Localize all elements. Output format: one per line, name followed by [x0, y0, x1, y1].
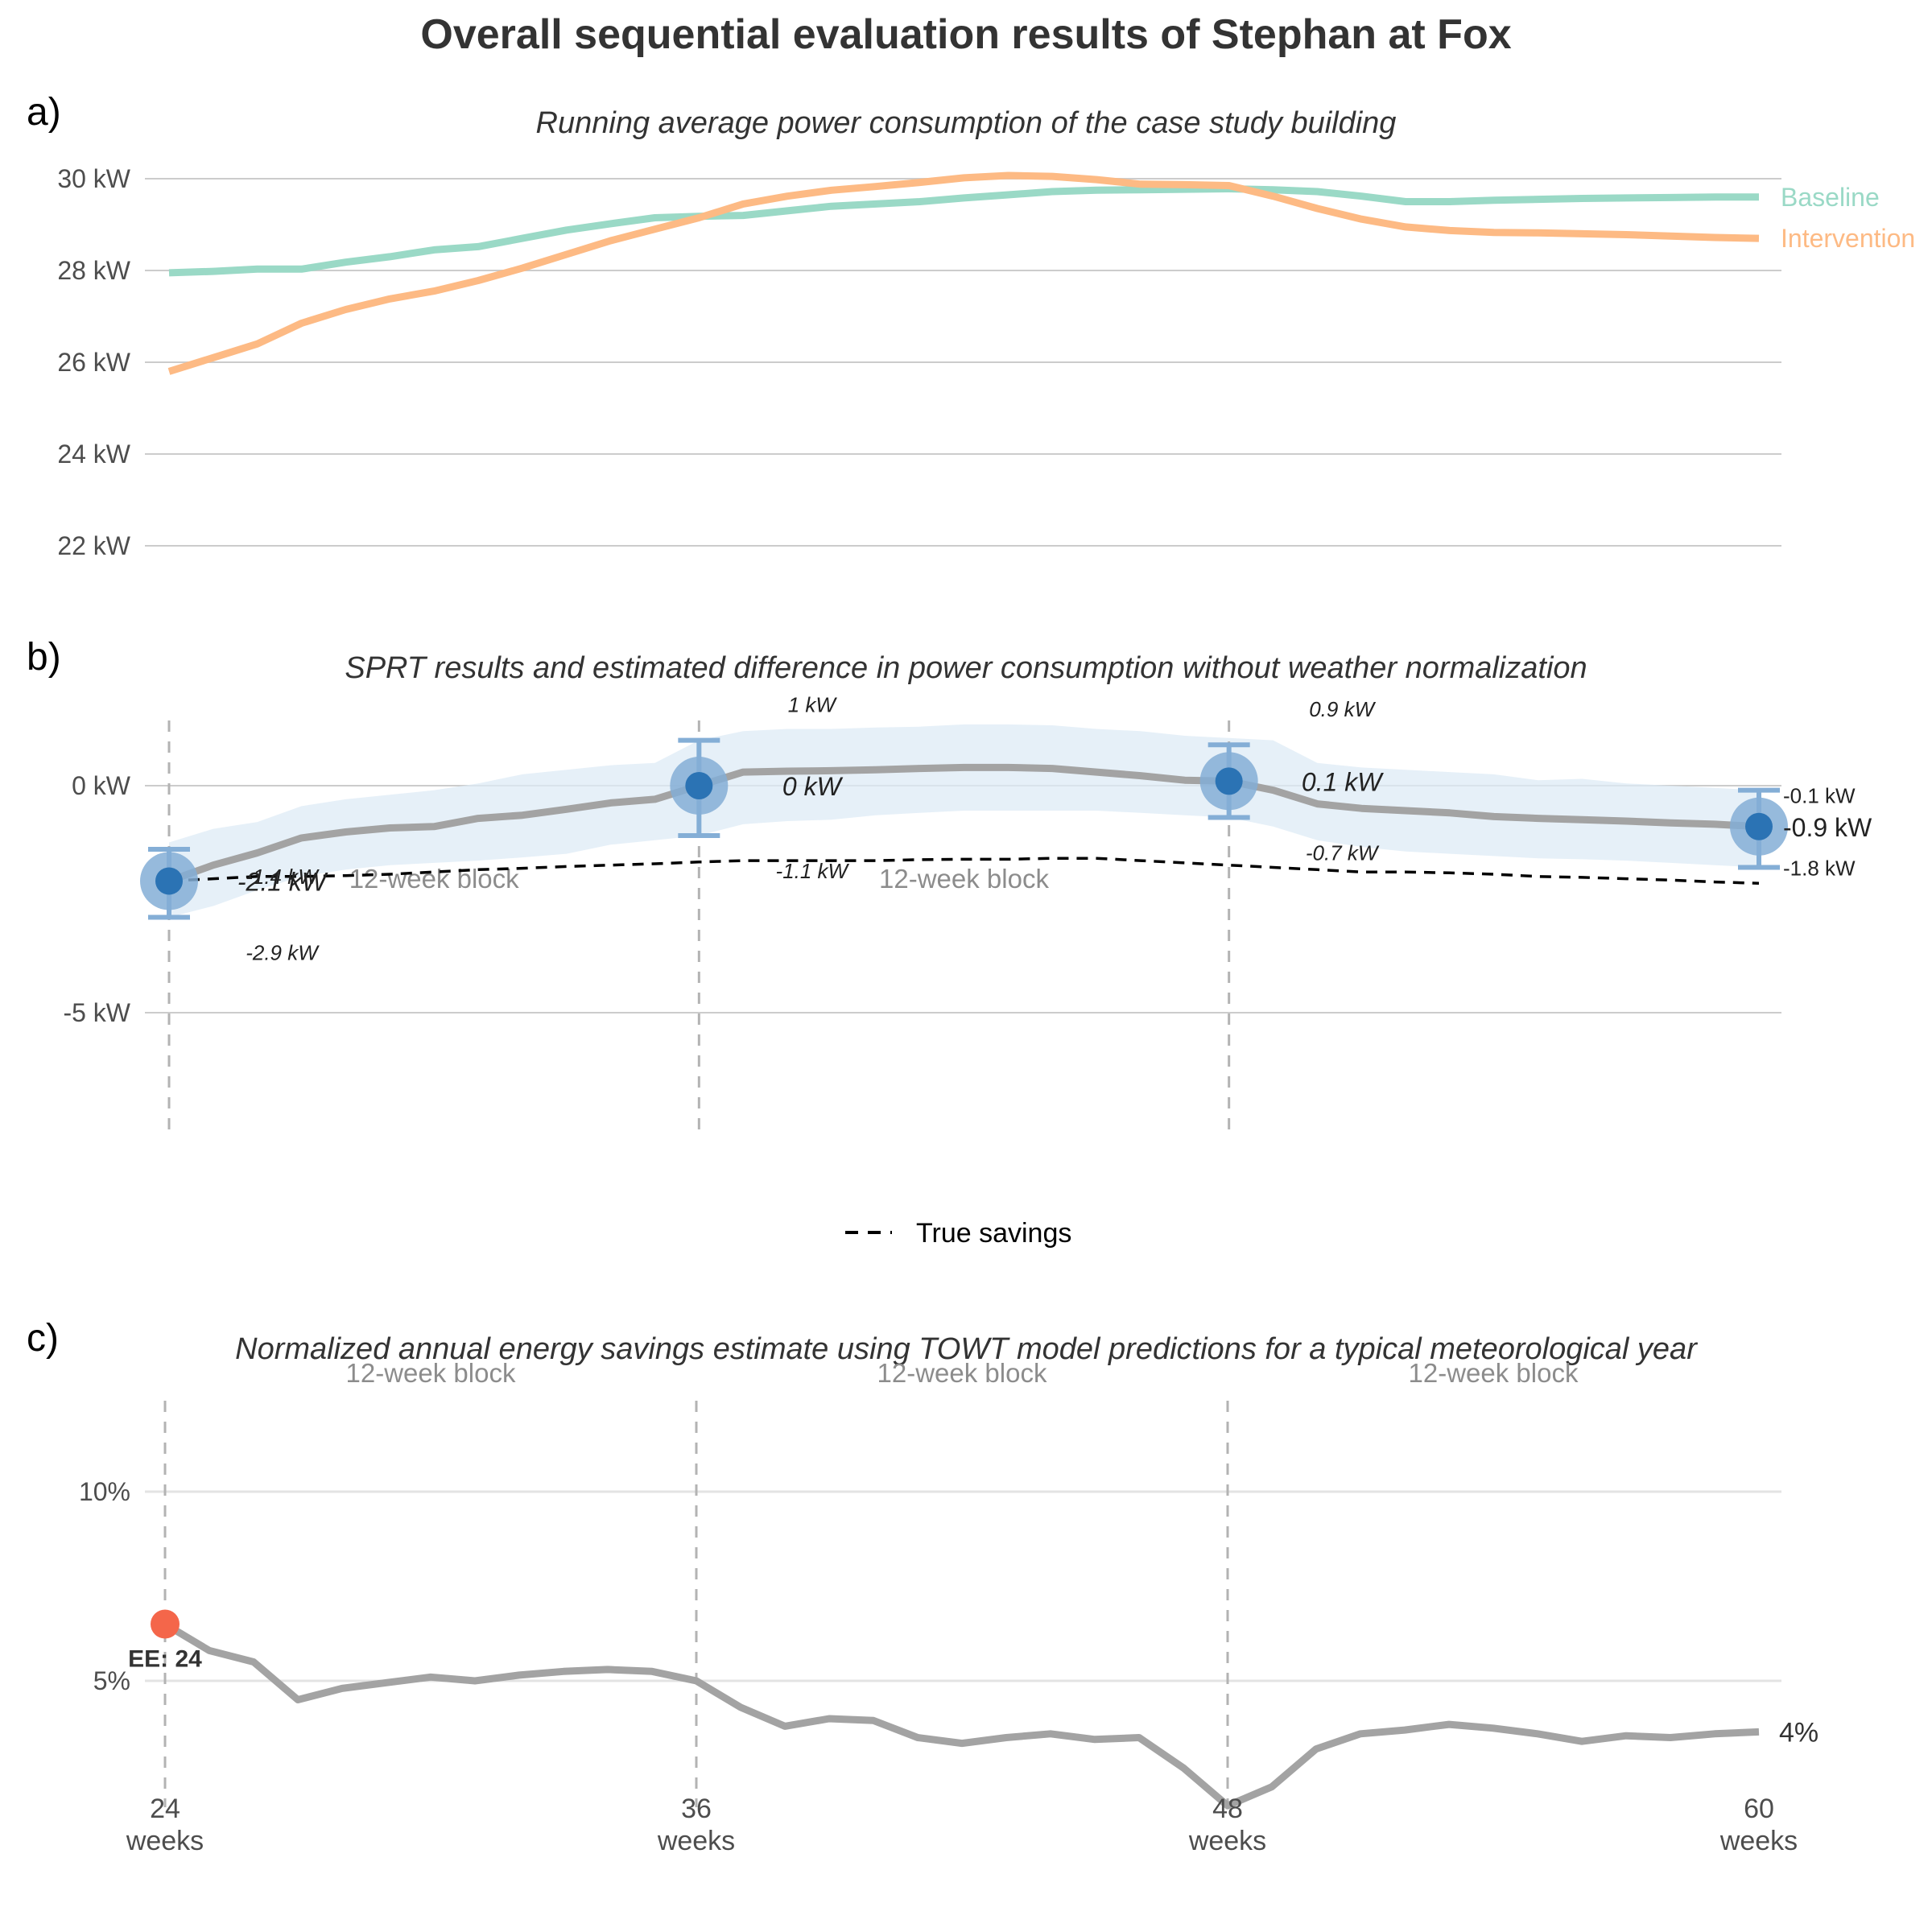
block-label: 12-week block — [346, 1358, 516, 1388]
panel-c-subtitle: Normalized annual energy savings estimat… — [235, 1332, 1698, 1366]
estimate-label: 0.1 kW — [1302, 767, 1384, 796]
ee-point — [151, 1609, 180, 1639]
block-label: 12-week block — [349, 864, 519, 894]
panel-a-tag: a) — [27, 91, 61, 134]
x-tick-unit-label: weeks — [126, 1826, 204, 1856]
y-tick-label: 5% — [93, 1666, 130, 1695]
true-savings-line — [168, 857, 1760, 886]
confidence-band — [169, 724, 1759, 918]
y-tick-label: 22 kW — [57, 531, 130, 560]
x-tick-label: 36 — [681, 1794, 712, 1824]
estimate-point — [1215, 767, 1243, 795]
y-tick-label: -5 kW — [63, 998, 130, 1027]
estimate-point — [685, 772, 713, 799]
lower-bound-label: -1.1 kW — [776, 859, 850, 883]
estimate-label: -2.1 kW — [237, 867, 328, 896]
y-tick-label: 26 kW — [57, 348, 130, 377]
panel-c-plot: 5% 10% 12-week block 12-week block 12-week b… — [79, 1358, 1818, 1856]
x-tick-label: 24 — [150, 1794, 180, 1824]
estimate-line — [167, 763, 1760, 885]
panel-c-tag: c) — [27, 1317, 59, 1360]
intervention-series-label: Intervention — [1781, 224, 1915, 253]
x-tick-label: 48 — [1212, 1794, 1243, 1824]
y-tick-label: 28 kW — [57, 256, 130, 285]
estimate-label: 0 kW — [782, 772, 844, 801]
x-tick-unit-label: weeks — [657, 1826, 735, 1856]
baseline-line — [168, 185, 1759, 277]
upper-bound-label: -1.4 kW — [246, 865, 320, 889]
estimate-point — [1745, 812, 1773, 840]
lower-bound-label: -1.8 kW — [1783, 857, 1856, 881]
y-tick-label: 0 kW — [72, 771, 131, 800]
baseline-series-label: Baseline — [1781, 183, 1880, 212]
panel-b-tag: b) — [27, 636, 61, 679]
y-tick-label: 30 kW — [57, 164, 130, 193]
estimate-point — [155, 867, 183, 895]
y-tick-label: 10% — [79, 1477, 130, 1506]
end-value-label: 4% — [1779, 1717, 1818, 1748]
panel-b-plot: -5 kW 0 kW 12-week block 12-week block -1.4 … — [63, 693, 1872, 1139]
x-tick-unit-label: weeks — [1188, 1826, 1266, 1856]
upper-bound-label: 0.9 kW — [1309, 697, 1376, 721]
legend: True savings — [845, 1218, 1071, 1249]
y-tick-label: 24 kW — [57, 440, 130, 469]
x-tick-unit-label: weeks — [1719, 1826, 1798, 1856]
block-label: 12-week block — [877, 1358, 1047, 1388]
legend-true-savings-label: True savings — [916, 1218, 1071, 1249]
upper-bound-label: 1 kW — [788, 693, 838, 717]
upper-bound-label: -0.1 kW — [1783, 784, 1856, 808]
panel-a-subtitle: Running average power consumption of the… — [536, 106, 1397, 140]
estimate-label: -0.9 kW — [1783, 813, 1872, 842]
block-label: 12-week block — [1409, 1358, 1579, 1388]
x-tick-label: 60 — [1744, 1794, 1774, 1824]
panel-a-plot: 22 kW 24 kW 26 kW 28 kW 30 kW Baseline Interve… — [57, 164, 1915, 560]
intervention-line — [167, 171, 1760, 375]
lower-bound-label: -0.7 kW — [1306, 840, 1380, 865]
chart-title: Overall sequential evaluation results of… — [420, 11, 1511, 58]
block-label: 12-week block — [879, 864, 1049, 894]
savings-line — [163, 1620, 1760, 1810]
lower-bound-label: -2.9 kW — [246, 941, 320, 965]
ee-label: EE: 24 — [128, 1646, 202, 1673]
panel-b-subtitle: SPRT results and estimated difference in… — [345, 651, 1587, 685]
